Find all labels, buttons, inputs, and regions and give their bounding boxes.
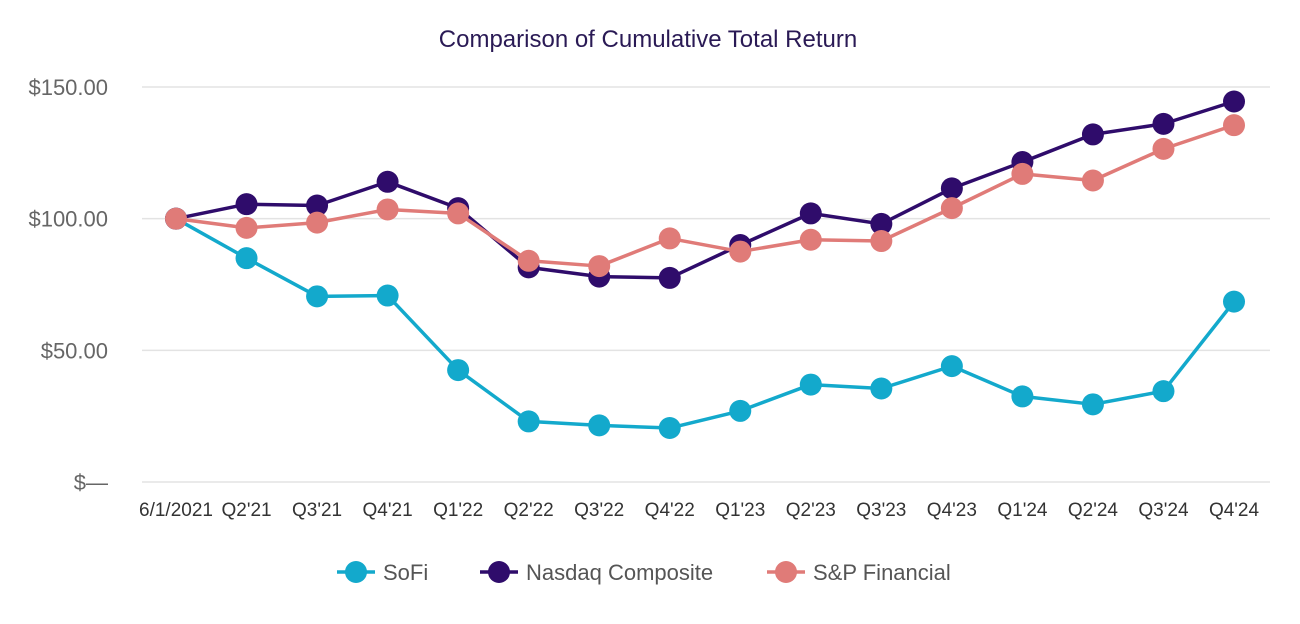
point-nasdaq-composite[interactable] xyxy=(306,194,329,217)
x-axis: 6/1/2021 Q2'21 Q3'21 Q4'21 Q1'22 Q2'22 Q3'22 Q4… xyxy=(139,500,1259,521)
point-nasdaq-composite[interactable] xyxy=(376,170,399,193)
point-sofi[interactable] xyxy=(1223,290,1245,313)
legend-item-s-p-financial[interactable]: S&P Financial xyxy=(767,560,951,585)
x-tick-label: Q3'22 xyxy=(574,500,624,521)
x-tick-label: Q3'23 xyxy=(856,500,906,521)
legend-item-sofi[interactable]: SoFi xyxy=(337,560,428,585)
point-nasdaq-composite[interactable] xyxy=(658,266,681,289)
point-nasdaq-composite[interactable] xyxy=(235,193,258,216)
point-s-p-financial[interactable] xyxy=(588,255,611,278)
x-tick-label: Q2'21 xyxy=(221,500,271,521)
y-tick-label: $100.00 xyxy=(28,207,108,232)
y-tick-label: $150.00 xyxy=(28,75,108,100)
point-s-p-financial[interactable] xyxy=(658,227,681,250)
legend-marker xyxy=(775,561,797,583)
point-nasdaq-composite[interactable] xyxy=(1152,112,1175,135)
point-sofi[interactable] xyxy=(799,373,822,396)
legend-label: Nasdaq Composite xyxy=(526,560,713,585)
legend-marker xyxy=(345,561,367,583)
x-tick-label: 6/1/2021 xyxy=(139,500,213,521)
series xyxy=(165,90,1245,440)
legend-item-nasdaq-composite[interactable]: Nasdaq Composite xyxy=(480,560,713,585)
point-sofi[interactable] xyxy=(870,377,893,400)
point-sofi[interactable] xyxy=(306,285,329,308)
x-tick-label: Q1'24 xyxy=(997,500,1048,521)
x-tick-label: Q1'23 xyxy=(715,500,765,521)
x-tick-label: Q4'22 xyxy=(645,500,695,521)
point-sofi[interactable] xyxy=(235,247,258,270)
x-tick-label: Q2'22 xyxy=(504,500,554,521)
point-s-p-financial[interactable] xyxy=(799,228,822,251)
point-s-p-financial[interactable] xyxy=(940,197,963,220)
x-tick-label: Q3'24 xyxy=(1138,500,1189,521)
point-sofi[interactable] xyxy=(517,410,540,433)
point-s-p-financial[interactable] xyxy=(1081,169,1104,192)
series-line-nasdaq-composite xyxy=(175,99,1235,280)
point-sofi[interactable] xyxy=(940,355,963,378)
legend-label: S&P Financial xyxy=(813,560,951,585)
legend-marker xyxy=(488,561,510,583)
point-s-p-financial[interactable] xyxy=(306,211,329,234)
x-tick-label: Q1'22 xyxy=(433,500,483,521)
x-tick-label: Q4'21 xyxy=(363,500,413,521)
y-axis: $— $50.00 $100.00 $150.00 xyxy=(28,75,108,495)
point-sofi[interactable] xyxy=(588,414,611,437)
series-nasdaq-composite xyxy=(165,90,1245,289)
chart-title: Comparison of Cumulative Total Return xyxy=(439,26,857,53)
point-s-p-financial[interactable] xyxy=(870,230,893,253)
series-s-p-financial xyxy=(165,114,1245,278)
y-tick-label: $— xyxy=(74,470,108,495)
point-nasdaq-composite[interactable] xyxy=(870,212,893,235)
y-tick-label: $50.00 xyxy=(41,338,108,363)
point-s-p-financial[interactable] xyxy=(729,240,752,263)
point-sofi[interactable] xyxy=(658,417,681,440)
x-tick-label: Q4'24 xyxy=(1209,500,1260,521)
point-s-p-financial[interactable] xyxy=(165,207,187,230)
grid xyxy=(142,86,1270,483)
point-s-p-financial[interactable] xyxy=(1152,137,1175,160)
point-nasdaq-composite[interactable] xyxy=(799,202,822,225)
series-sofi xyxy=(165,207,1245,440)
point-s-p-financial[interactable] xyxy=(235,216,258,239)
point-s-p-financial[interactable] xyxy=(1223,114,1245,137)
series-line-sofi xyxy=(175,217,1236,430)
x-tick-label: Q2'23 xyxy=(786,500,836,521)
x-tick-label: Q3'21 xyxy=(292,500,342,521)
point-nasdaq-composite[interactable] xyxy=(1223,90,1245,113)
point-nasdaq-composite[interactable] xyxy=(1081,123,1104,146)
point-sofi[interactable] xyxy=(1081,393,1104,416)
x-tick-label: Q4'23 xyxy=(927,500,977,521)
point-sofi[interactable] xyxy=(376,284,399,307)
point-sofi[interactable] xyxy=(1011,385,1034,408)
point-sofi[interactable] xyxy=(729,399,752,422)
point-s-p-financial[interactable] xyxy=(1011,162,1034,185)
legend-label: SoFi xyxy=(383,560,428,585)
point-s-p-financial[interactable] xyxy=(517,249,540,272)
point-s-p-financial[interactable] xyxy=(376,198,399,221)
legend: SoFi Nasdaq Composite S&P Financial xyxy=(337,560,951,585)
x-tick-label: Q2'24 xyxy=(1068,500,1119,521)
point-s-p-financial[interactable] xyxy=(447,202,470,225)
point-sofi[interactable] xyxy=(1152,380,1175,403)
point-nasdaq-composite[interactable] xyxy=(940,177,963,200)
point-sofi[interactable] xyxy=(447,359,470,382)
series-line-s-p-financial xyxy=(175,123,1235,268)
